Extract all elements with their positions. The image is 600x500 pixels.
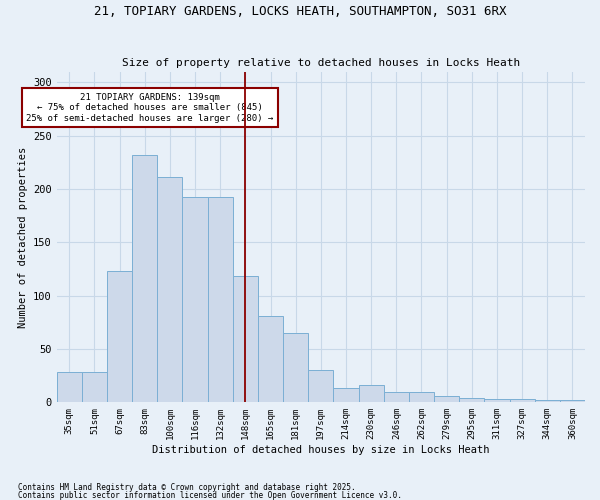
Bar: [182, 198, 208, 402]
Bar: [334, 388, 359, 402]
Bar: [258, 316, 283, 402]
Y-axis label: Number of detached properties: Number of detached properties: [17, 146, 28, 328]
Text: Contains HM Land Registry data © Crown copyright and database right 2025.: Contains HM Land Registry data © Crown c…: [18, 484, 356, 492]
Bar: [459, 398, 484, 402]
Bar: [82, 372, 107, 402]
Title: Size of property relative to detached houses in Locks Heath: Size of property relative to detached ho…: [122, 58, 520, 68]
Text: 21, TOPIARY GARDENS, LOCKS HEATH, SOUTHAMPTON, SO31 6RX: 21, TOPIARY GARDENS, LOCKS HEATH, SOUTHA…: [94, 5, 506, 18]
Bar: [509, 399, 535, 402]
Bar: [409, 392, 434, 402]
Bar: [233, 276, 258, 402]
Text: 21 TOPIARY GARDENS: 139sqm
← 75% of detached houses are smaller (845)
25% of sem: 21 TOPIARY GARDENS: 139sqm ← 75% of deta…: [26, 93, 274, 122]
Bar: [56, 372, 82, 402]
Bar: [132, 155, 157, 402]
Bar: [283, 333, 308, 402]
Bar: [535, 400, 560, 402]
Bar: [308, 370, 334, 402]
Bar: [484, 399, 509, 402]
Bar: [560, 400, 585, 402]
Bar: [384, 392, 409, 402]
Text: Contains public sector information licensed under the Open Government Licence v3: Contains public sector information licen…: [18, 490, 402, 500]
Bar: [434, 396, 459, 402]
Bar: [157, 177, 182, 402]
Bar: [208, 198, 233, 402]
Bar: [107, 271, 132, 402]
X-axis label: Distribution of detached houses by size in Locks Heath: Distribution of detached houses by size …: [152, 445, 490, 455]
Bar: [359, 386, 384, 402]
